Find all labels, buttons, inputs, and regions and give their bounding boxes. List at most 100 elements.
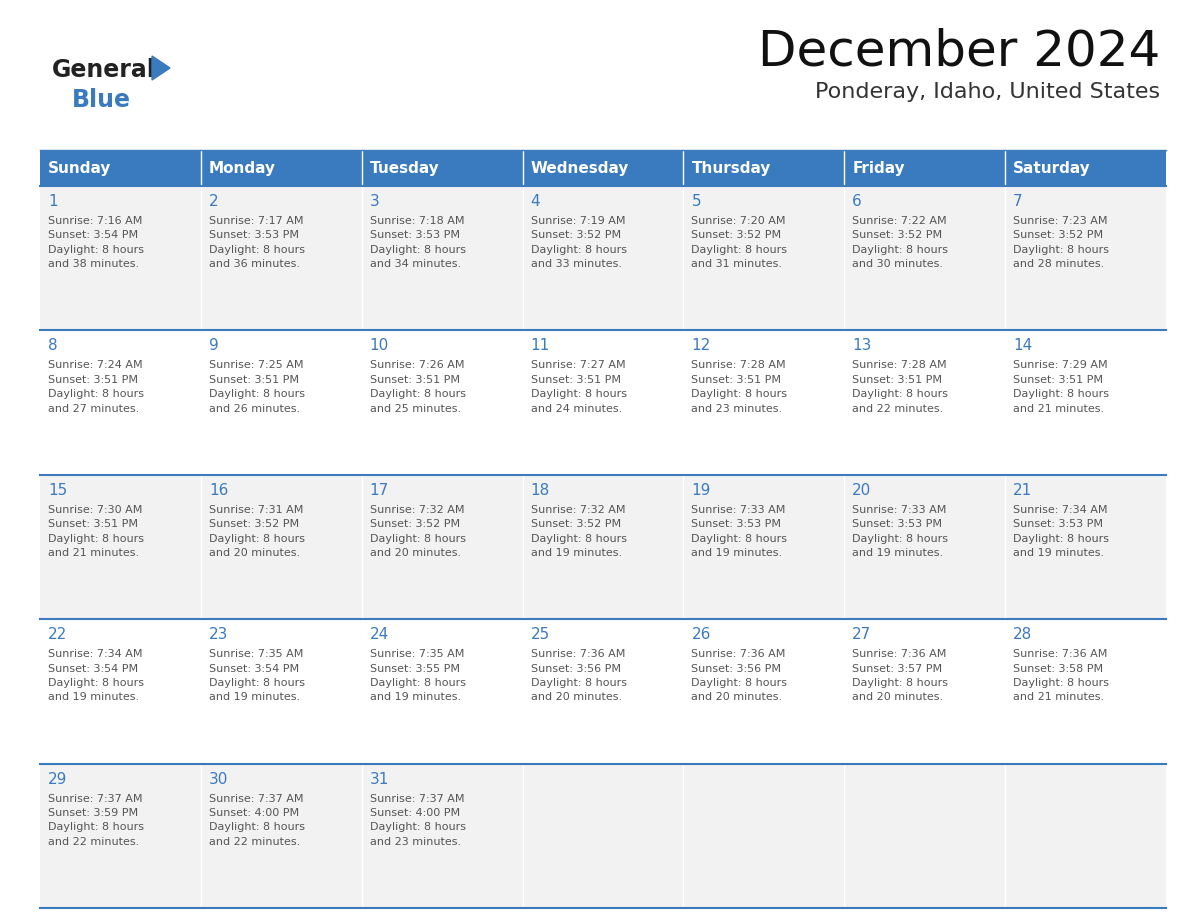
Bar — [845, 475, 1005, 620]
Text: 7: 7 — [1013, 194, 1023, 209]
Bar — [683, 186, 845, 330]
Bar — [523, 150, 683, 186]
Text: 14: 14 — [1013, 339, 1032, 353]
Text: Sunrise: 7:30 AM
Sunset: 3:51 PM
Daylight: 8 hours
and 21 minutes.: Sunrise: 7:30 AM Sunset: 3:51 PM Dayligh… — [48, 505, 144, 558]
Text: Sunrise: 7:27 AM
Sunset: 3:51 PM
Daylight: 8 hours
and 24 minutes.: Sunrise: 7:27 AM Sunset: 3:51 PM Dayligh… — [531, 361, 626, 414]
Text: Thursday: Thursday — [691, 161, 771, 175]
Bar — [1005, 150, 1165, 186]
Bar — [361, 150, 523, 186]
Text: 4: 4 — [531, 194, 541, 209]
Text: Sunrise: 7:37 AM
Sunset: 3:59 PM
Daylight: 8 hours
and 22 minutes.: Sunrise: 7:37 AM Sunset: 3:59 PM Dayligh… — [48, 793, 144, 846]
Text: Blue: Blue — [72, 88, 131, 112]
Text: 23: 23 — [209, 627, 228, 643]
Bar — [683, 330, 845, 475]
Bar — [361, 330, 523, 475]
Text: 5: 5 — [691, 194, 701, 209]
Text: Sunrise: 7:34 AM
Sunset: 3:54 PM
Daylight: 8 hours
and 19 minutes.: Sunrise: 7:34 AM Sunset: 3:54 PM Dayligh… — [48, 649, 144, 702]
Bar — [845, 330, 1005, 475]
Text: Sunrise: 7:26 AM
Sunset: 3:51 PM
Daylight: 8 hours
and 25 minutes.: Sunrise: 7:26 AM Sunset: 3:51 PM Dayligh… — [369, 361, 466, 414]
Text: 21: 21 — [1013, 483, 1032, 498]
Bar — [523, 186, 683, 330]
Bar — [845, 764, 1005, 908]
Bar — [1005, 330, 1165, 475]
Bar — [523, 620, 683, 764]
Text: 22: 22 — [48, 627, 68, 643]
Text: 19: 19 — [691, 483, 710, 498]
Bar — [683, 620, 845, 764]
Text: 26: 26 — [691, 627, 710, 643]
Text: Saturday: Saturday — [1013, 161, 1091, 175]
Text: Sunrise: 7:36 AM
Sunset: 3:58 PM
Daylight: 8 hours
and 21 minutes.: Sunrise: 7:36 AM Sunset: 3:58 PM Dayligh… — [1013, 649, 1110, 702]
Text: 28: 28 — [1013, 627, 1032, 643]
Text: December 2024: December 2024 — [758, 28, 1159, 76]
Text: Sunrise: 7:20 AM
Sunset: 3:52 PM
Daylight: 8 hours
and 31 minutes.: Sunrise: 7:20 AM Sunset: 3:52 PM Dayligh… — [691, 216, 788, 269]
Text: Sunrise: 7:31 AM
Sunset: 3:52 PM
Daylight: 8 hours
and 20 minutes.: Sunrise: 7:31 AM Sunset: 3:52 PM Dayligh… — [209, 505, 305, 558]
Text: Sunrise: 7:17 AM
Sunset: 3:53 PM
Daylight: 8 hours
and 36 minutes.: Sunrise: 7:17 AM Sunset: 3:53 PM Dayligh… — [209, 216, 305, 269]
Bar — [845, 620, 1005, 764]
Text: 17: 17 — [369, 483, 388, 498]
Text: Sunrise: 7:16 AM
Sunset: 3:54 PM
Daylight: 8 hours
and 38 minutes.: Sunrise: 7:16 AM Sunset: 3:54 PM Dayligh… — [48, 216, 144, 269]
Text: 11: 11 — [531, 339, 550, 353]
Bar — [201, 150, 361, 186]
Text: 25: 25 — [531, 627, 550, 643]
Bar — [845, 186, 1005, 330]
Text: 16: 16 — [209, 483, 228, 498]
Bar — [523, 764, 683, 908]
Bar — [523, 475, 683, 620]
Text: Monday: Monday — [209, 161, 276, 175]
Text: Friday: Friday — [852, 161, 905, 175]
Bar — [40, 186, 201, 330]
Text: Sunrise: 7:33 AM
Sunset: 3:53 PM
Daylight: 8 hours
and 19 minutes.: Sunrise: 7:33 AM Sunset: 3:53 PM Dayligh… — [691, 505, 788, 558]
Text: 20: 20 — [852, 483, 872, 498]
Text: 13: 13 — [852, 339, 872, 353]
Bar — [201, 475, 361, 620]
Bar — [201, 330, 361, 475]
Text: General: General — [52, 58, 156, 82]
Bar — [40, 150, 201, 186]
Text: Sunrise: 7:19 AM
Sunset: 3:52 PM
Daylight: 8 hours
and 33 minutes.: Sunrise: 7:19 AM Sunset: 3:52 PM Dayligh… — [531, 216, 626, 269]
Bar — [40, 330, 201, 475]
Text: 24: 24 — [369, 627, 388, 643]
Bar — [683, 764, 845, 908]
Text: 18: 18 — [531, 483, 550, 498]
Text: 29: 29 — [48, 772, 68, 787]
Text: Sunrise: 7:37 AM
Sunset: 4:00 PM
Daylight: 8 hours
and 22 minutes.: Sunrise: 7:37 AM Sunset: 4:00 PM Dayligh… — [209, 793, 305, 846]
Text: 6: 6 — [852, 194, 862, 209]
Bar — [361, 475, 523, 620]
Text: Ponderay, Idaho, United States: Ponderay, Idaho, United States — [815, 82, 1159, 102]
Text: 3: 3 — [369, 194, 379, 209]
Text: 8: 8 — [48, 339, 58, 353]
Bar — [201, 186, 361, 330]
Text: 9: 9 — [209, 339, 219, 353]
Text: Sunrise: 7:32 AM
Sunset: 3:52 PM
Daylight: 8 hours
and 19 minutes.: Sunrise: 7:32 AM Sunset: 3:52 PM Dayligh… — [531, 505, 626, 558]
Bar — [523, 330, 683, 475]
Text: Wednesday: Wednesday — [531, 161, 628, 175]
Text: Sunrise: 7:23 AM
Sunset: 3:52 PM
Daylight: 8 hours
and 28 minutes.: Sunrise: 7:23 AM Sunset: 3:52 PM Dayligh… — [1013, 216, 1110, 269]
Text: Sunrise: 7:34 AM
Sunset: 3:53 PM
Daylight: 8 hours
and 19 minutes.: Sunrise: 7:34 AM Sunset: 3:53 PM Dayligh… — [1013, 505, 1110, 558]
Text: Tuesday: Tuesday — [369, 161, 440, 175]
Text: 10: 10 — [369, 339, 388, 353]
Text: Sunrise: 7:29 AM
Sunset: 3:51 PM
Daylight: 8 hours
and 21 minutes.: Sunrise: 7:29 AM Sunset: 3:51 PM Dayligh… — [1013, 361, 1110, 414]
Text: Sunrise: 7:28 AM
Sunset: 3:51 PM
Daylight: 8 hours
and 23 minutes.: Sunrise: 7:28 AM Sunset: 3:51 PM Dayligh… — [691, 361, 788, 414]
Bar — [361, 620, 523, 764]
Text: Sunrise: 7:35 AM
Sunset: 3:54 PM
Daylight: 8 hours
and 19 minutes.: Sunrise: 7:35 AM Sunset: 3:54 PM Dayligh… — [209, 649, 305, 702]
Text: Sunrise: 7:28 AM
Sunset: 3:51 PM
Daylight: 8 hours
and 22 minutes.: Sunrise: 7:28 AM Sunset: 3:51 PM Dayligh… — [852, 361, 948, 414]
Bar — [201, 764, 361, 908]
Bar — [1005, 186, 1165, 330]
Bar — [40, 764, 201, 908]
Text: Sunrise: 7:36 AM
Sunset: 3:56 PM
Daylight: 8 hours
and 20 minutes.: Sunrise: 7:36 AM Sunset: 3:56 PM Dayligh… — [691, 649, 788, 702]
Bar — [40, 475, 201, 620]
Text: Sunday: Sunday — [48, 161, 112, 175]
Text: Sunrise: 7:33 AM
Sunset: 3:53 PM
Daylight: 8 hours
and 19 minutes.: Sunrise: 7:33 AM Sunset: 3:53 PM Dayligh… — [852, 505, 948, 558]
Bar — [1005, 764, 1165, 908]
Bar — [1005, 475, 1165, 620]
Bar — [683, 475, 845, 620]
Bar — [683, 150, 845, 186]
Text: 27: 27 — [852, 627, 872, 643]
Text: Sunrise: 7:32 AM
Sunset: 3:52 PM
Daylight: 8 hours
and 20 minutes.: Sunrise: 7:32 AM Sunset: 3:52 PM Dayligh… — [369, 505, 466, 558]
Bar — [361, 186, 523, 330]
Bar — [845, 150, 1005, 186]
Bar — [361, 764, 523, 908]
Polygon shape — [152, 56, 170, 80]
Text: 30: 30 — [209, 772, 228, 787]
